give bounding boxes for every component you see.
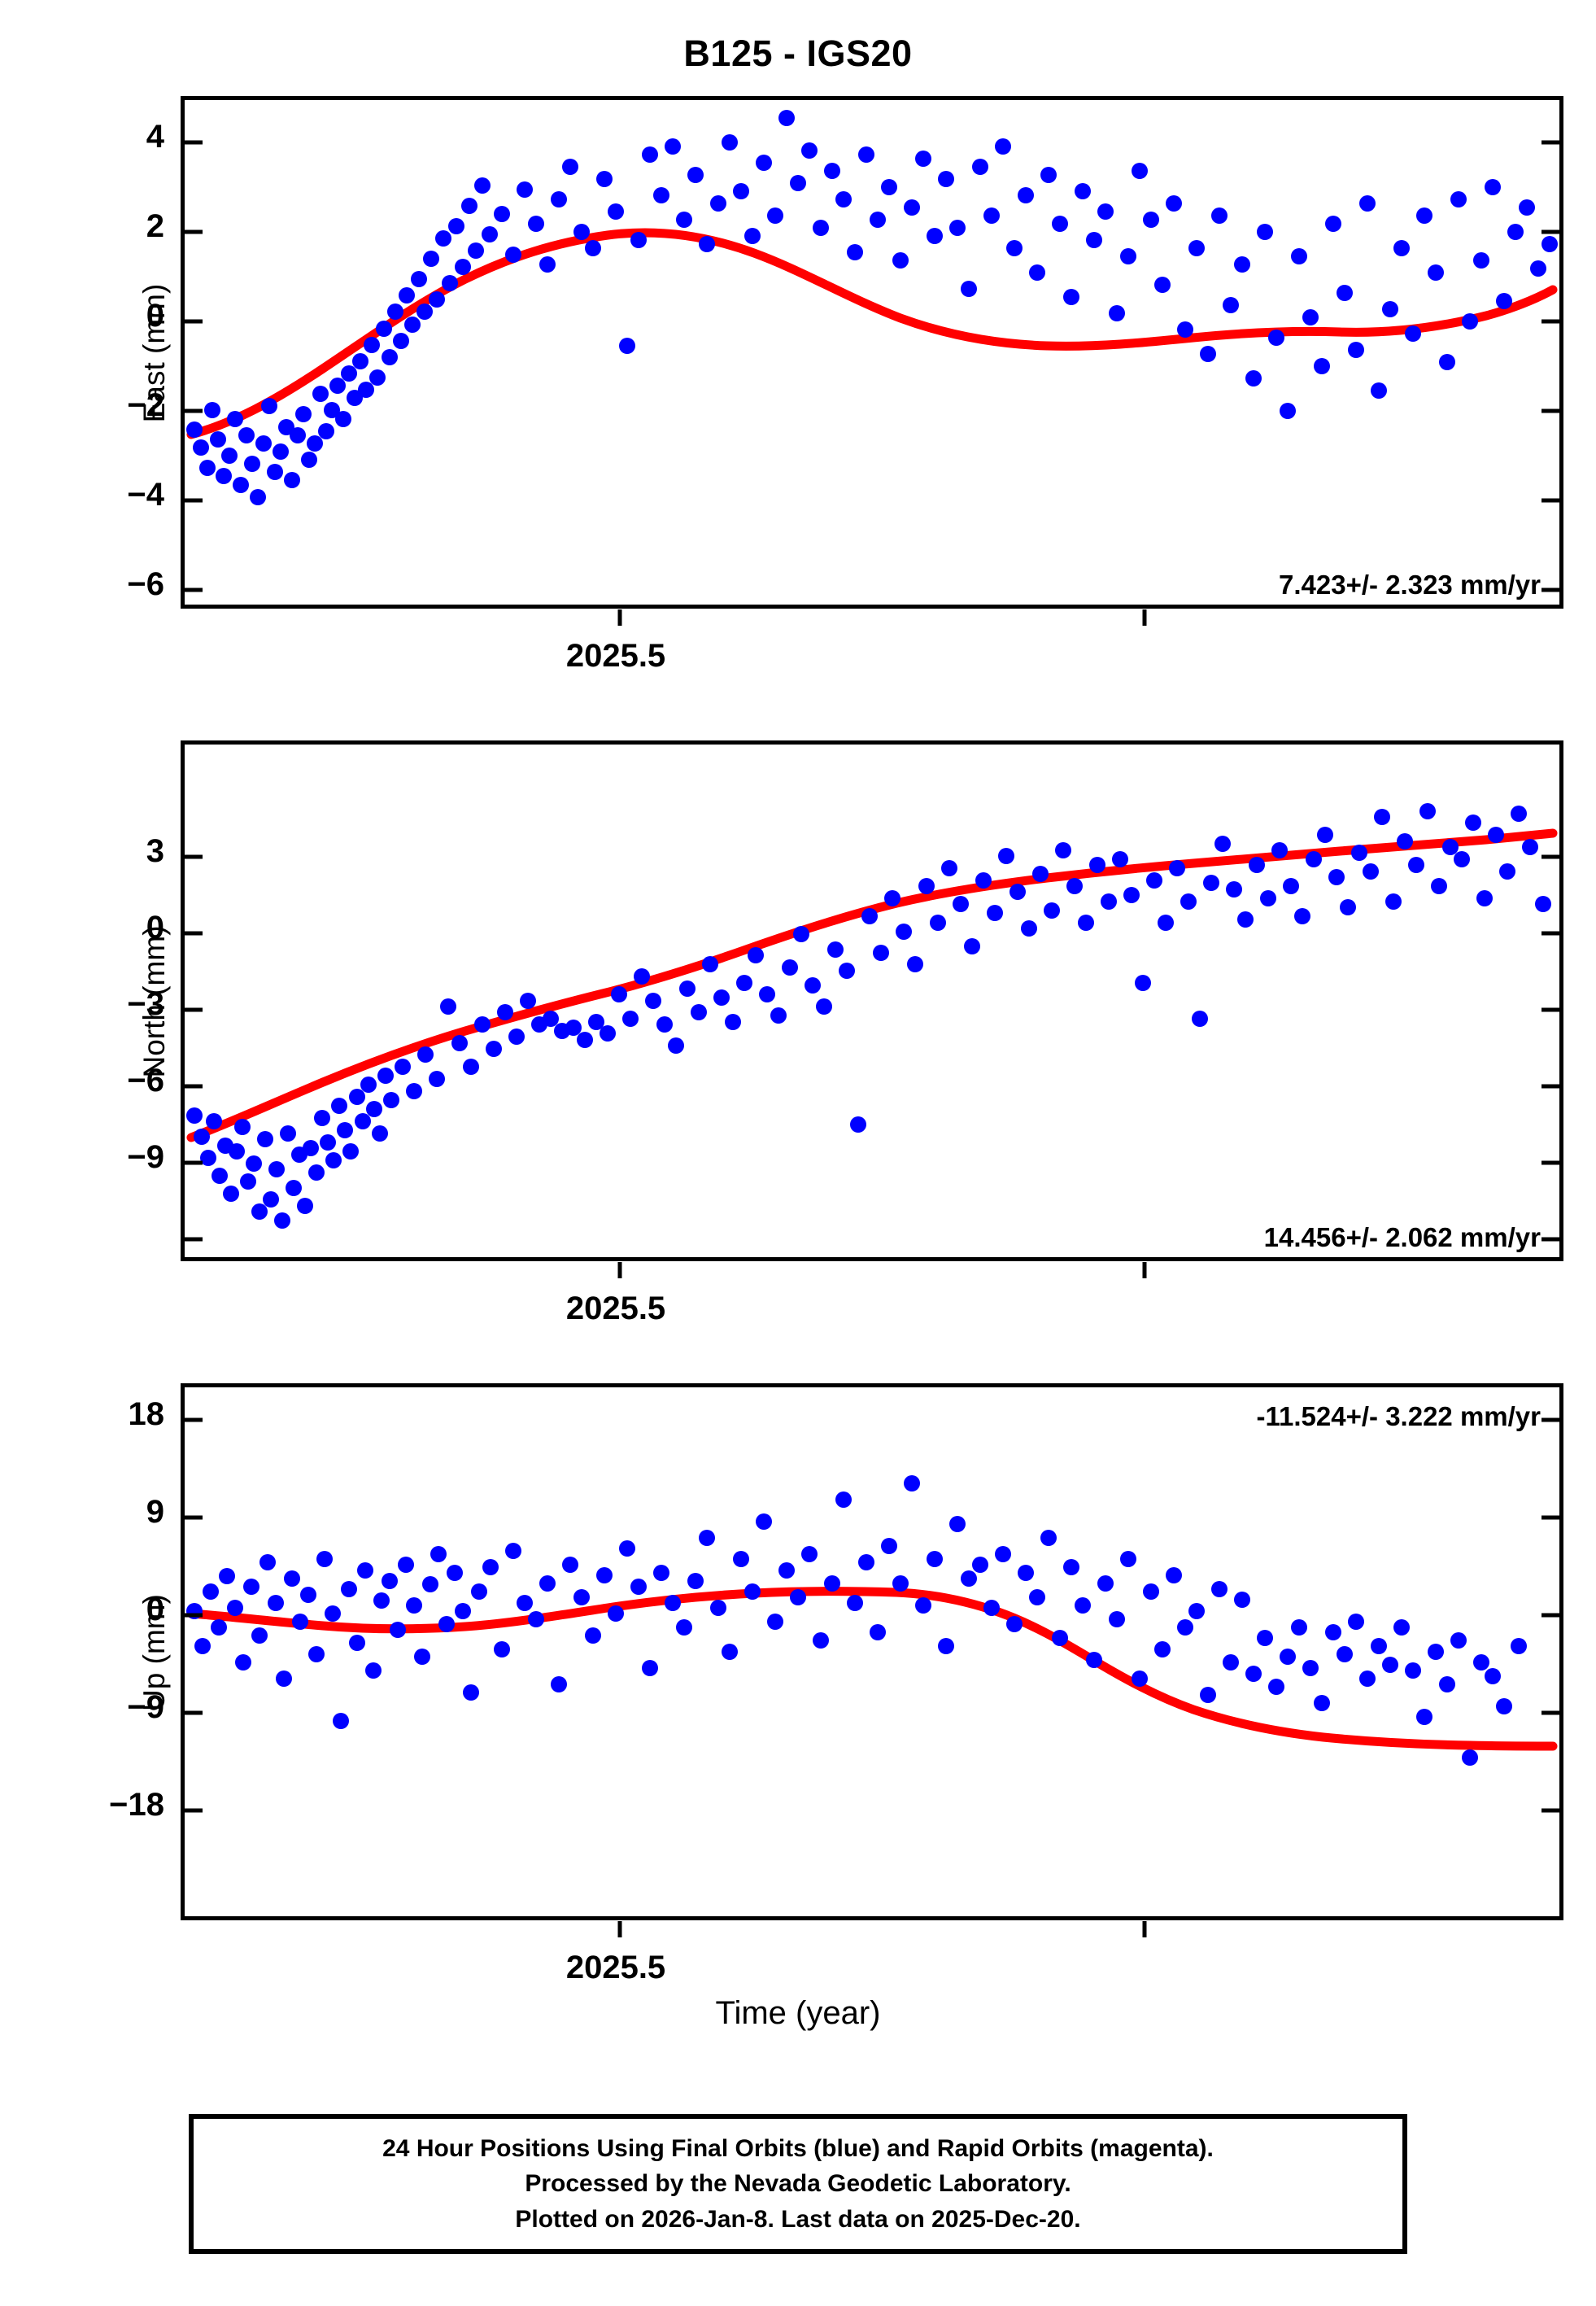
footer-line-3: Plotted on 2026-Jan-8. Last data on 2025… — [515, 2205, 1081, 2233]
ytick-north-0: 3 — [146, 833, 164, 869]
fit-line-north — [186, 828, 1558, 1142]
rate-annotation-up: -11.524+/- 3.222 mm/yr — [1256, 1401, 1541, 1431]
ytick-marks-north — [185, 854, 1559, 1242]
plot-area-north — [185, 803, 1559, 1242]
ytick-east-5: −6 — [127, 566, 164, 602]
ytick-up-3: −9 — [127, 1689, 164, 1725]
ytick-up-4: −18 — [109, 1787, 164, 1823]
ytick-marks-up — [185, 1417, 1559, 1813]
data-points-up — [186, 1475, 1527, 1766]
ylabel-up: Up (mm) — [137, 1594, 171, 1711]
fit-line-east — [186, 228, 1558, 439]
ytick-up-0: 18 — [128, 1396, 165, 1432]
footer-caption-box: 24 Hour Positions Using Final Orbits (bl… — [189, 2114, 1407, 2254]
footer-line-1: 24 Hour Positions Using Final Orbits (bl… — [382, 2134, 1214, 2162]
ytick-marks-east — [185, 140, 1559, 592]
panel-north: 14.456+/- 2.062 mm/yr North (mm) 3 0 −3 … — [127, 740, 1563, 1326]
xtick-marks-north — [617, 1262, 1147, 1278]
data-points-east — [186, 110, 1558, 505]
xaxis-title: Time (year) — [715, 1995, 881, 2031]
ytick-north-3: −6 — [127, 1063, 164, 1098]
axes-up — [181, 1383, 1563, 1937]
xtick-east: 2025.5 — [565, 638, 666, 674]
ytick-east-0: 4 — [146, 119, 164, 155]
data-points-north — [186, 803, 1551, 1229]
axes-east — [181, 96, 1563, 626]
plot-area-up — [185, 1417, 1559, 1813]
ytick-north-2: −3 — [127, 986, 164, 1022]
ytick-east-2: 0 — [146, 298, 164, 334]
xtick-up: 2025.5 — [565, 1950, 666, 1985]
panel-east: 7.423+/- 2.323 mm/yr East (mm) 4 2 0 −2 … — [127, 96, 1563, 674]
axes-north — [181, 740, 1563, 1278]
ytick-up-2: 0 — [146, 1592, 164, 1627]
rate-annotation-east: 7.423+/- 2.323 mm/yr — [1279, 570, 1541, 600]
footer-line-2: Processed by the Nevada Geodetic Laborat… — [525, 2170, 1071, 2198]
panel-up: -11.524+/- 3.222 mm/yr Up (mm) 18 9 0 −9… — [109, 1383, 1563, 1985]
ytick-east-4: −4 — [127, 477, 164, 513]
xtick-marks-east — [617, 609, 1147, 626]
plot-area-east — [185, 110, 1559, 592]
ytick-east-3: −2 — [127, 387, 164, 423]
rate-annotation-north: 14.456+/- 2.062 mm/yr — [1263, 1222, 1541, 1252]
ytick-east-1: 2 — [146, 208, 164, 244]
xtick-marks-up — [617, 1921, 1147, 1937]
ytick-north-1: 0 — [146, 910, 164, 946]
ytick-up-1: 9 — [146, 1494, 164, 1530]
page-title: B125 - IGS20 — [683, 33, 913, 74]
ytick-north-4: −9 — [127, 1139, 164, 1175]
fit-line-up — [186, 1587, 1558, 1751]
xtick-north: 2025.5 — [565, 1291, 666, 1326]
